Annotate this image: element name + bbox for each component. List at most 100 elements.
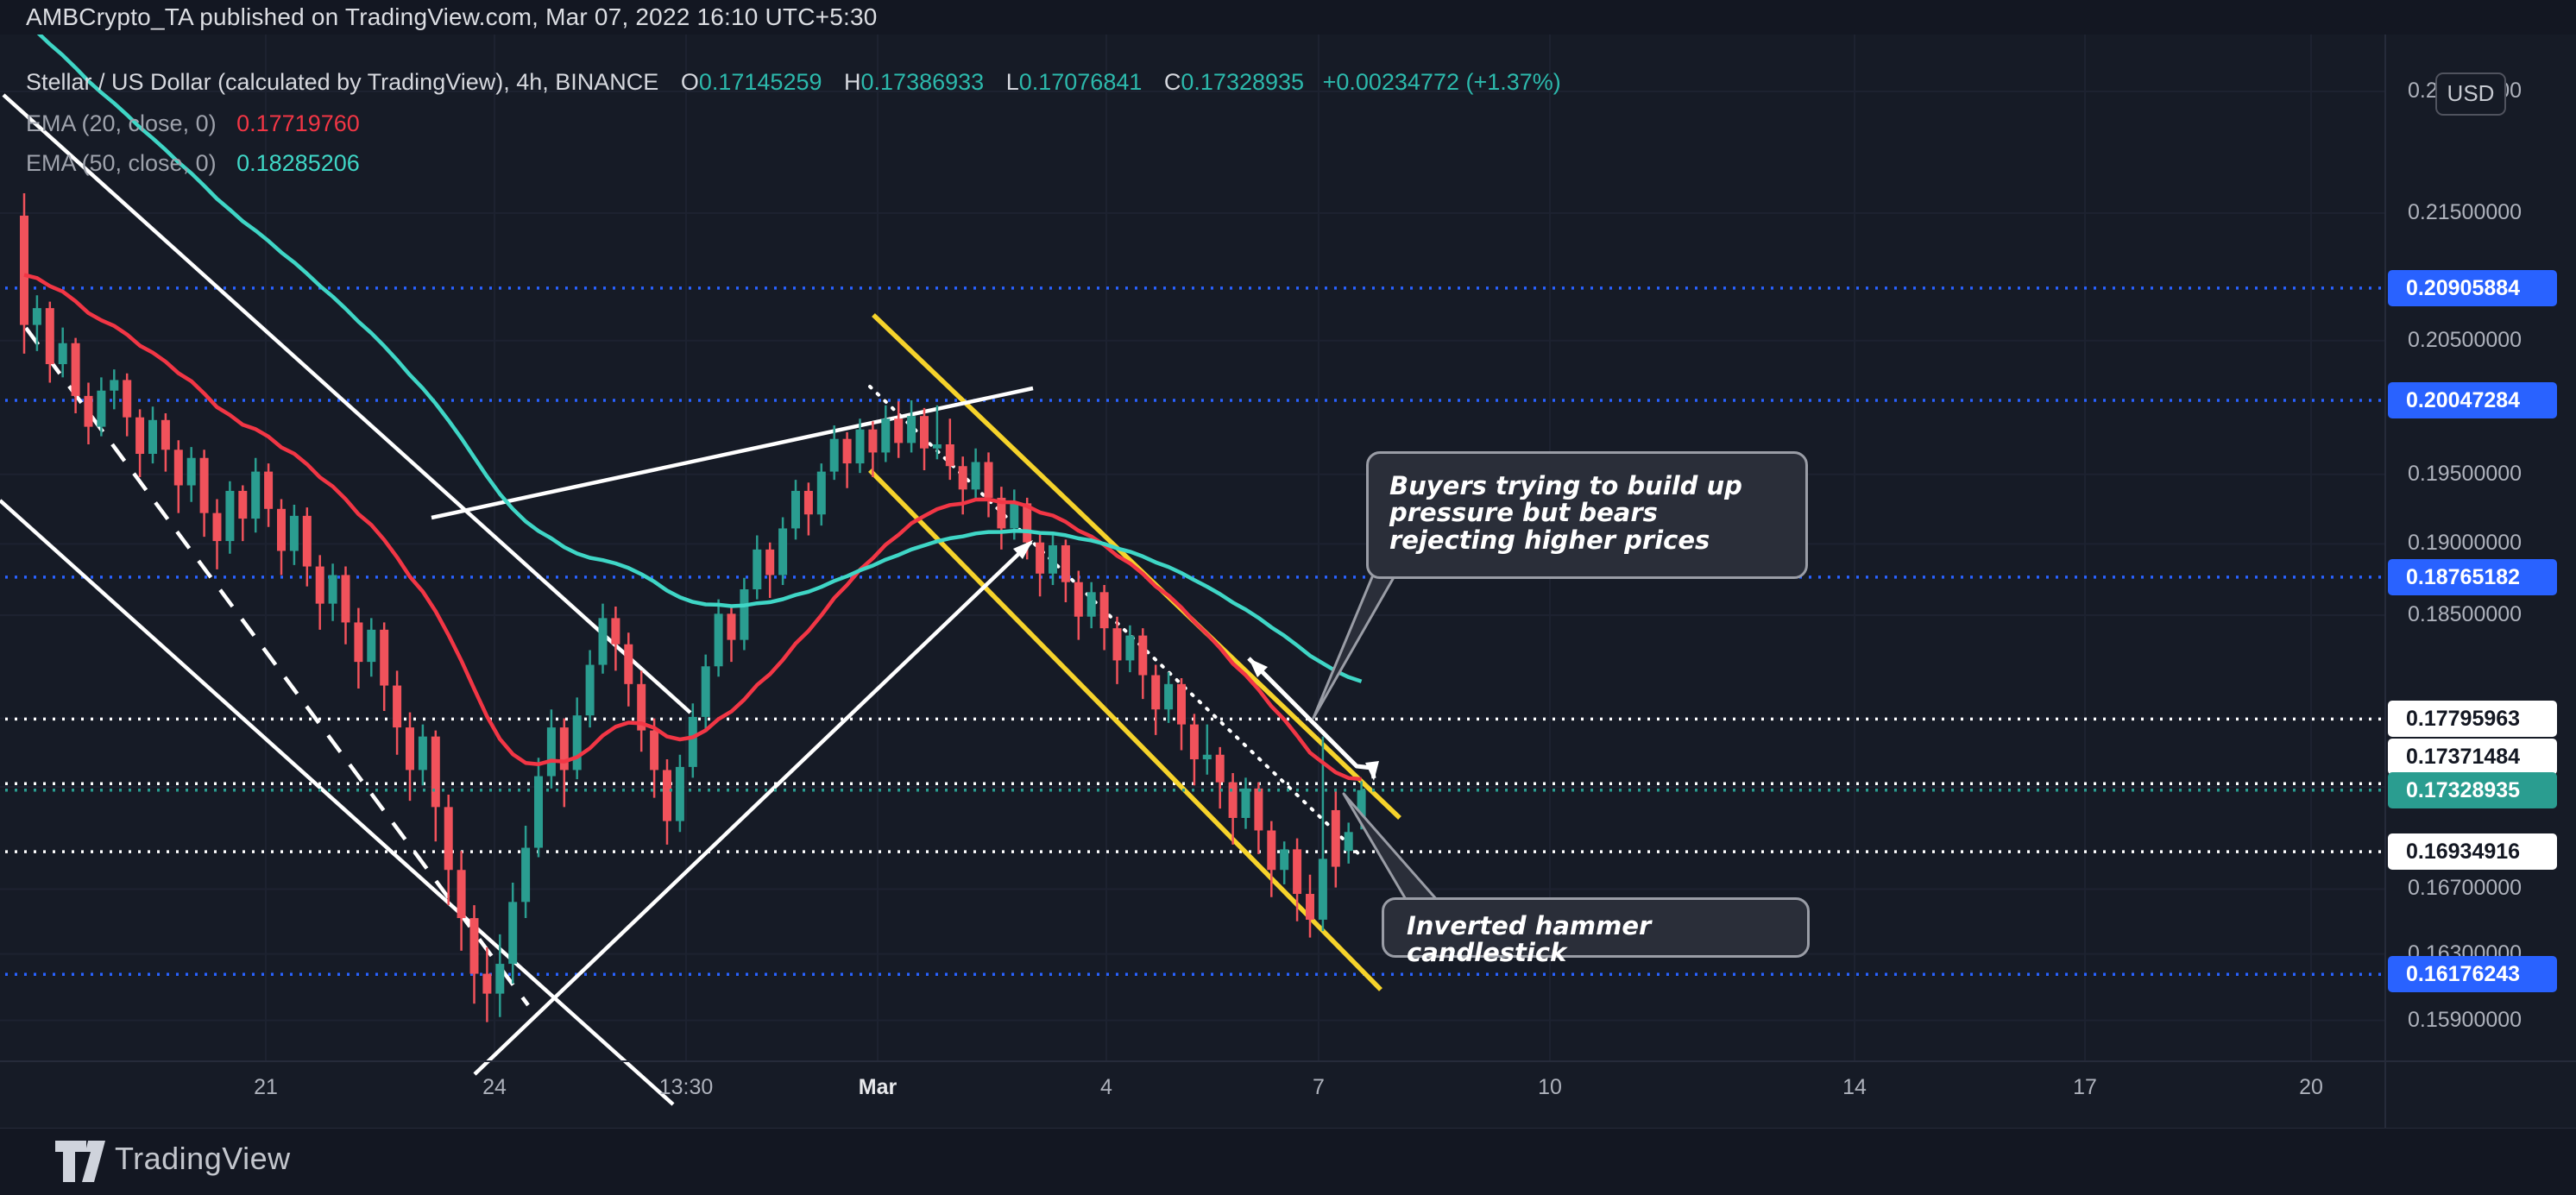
candle-body [457, 870, 466, 919]
candle-body [816, 471, 826, 515]
white-trendline[interactable] [2, 93, 692, 714]
candle-body [1099, 592, 1109, 629]
candle-body [508, 902, 518, 965]
price-level-badge: 0.20047284 [2388, 381, 2557, 418]
candle-body [469, 918, 479, 974]
candle-body [1344, 832, 1353, 852]
candle-body [186, 457, 196, 486]
close-label: C [1163, 69, 1181, 95]
low-value: 0.17076841 [1018, 69, 1143, 95]
price-tick-label: 0.19500000 [2408, 461, 2522, 486]
price-level-badge: 0.17371484 [2388, 739, 2557, 775]
candle-body [958, 466, 967, 490]
time-tick-label: 10 [1538, 1075, 1562, 1099]
candle-body [495, 964, 505, 994]
candle-body [225, 490, 235, 542]
candle-body [431, 736, 440, 808]
currency-toggle[interactable]: USD [2435, 72, 2506, 116]
white-trendline[interactable] [431, 386, 1034, 520]
candle-body [277, 508, 286, 551]
candle-body [572, 715, 582, 770]
candle-body [1293, 849, 1302, 895]
ema50-legend[interactable]: EMA (50, close, 0) 0.18285206 [26, 150, 360, 177]
candle-body [1228, 782, 1238, 818]
callout-tail[interactable] [1312, 571, 1398, 720]
symbol-legend[interactable]: Stellar / US Dollar (calculated by Tradi… [26, 69, 1561, 96]
candle-body [482, 973, 492, 994]
candle-body [1241, 788, 1250, 818]
ema20-value: 0.17719760 [236, 110, 360, 136]
open-value: 0.17145259 [698, 69, 822, 95]
candle-body [829, 438, 839, 472]
white-trendline[interactable] [473, 540, 1033, 1076]
price-tick-label: 0.21500000 [2408, 200, 2522, 224]
publish-title: AMBCrypto_TA published on TradingView.co… [26, 3, 878, 30]
callout-inverted-hammer[interactable]: Inverted hammer candlestick [1382, 897, 1810, 966]
close-value: 0.17328935 [1181, 69, 1305, 95]
candle-body [1318, 859, 1327, 920]
candle-body [907, 416, 916, 443]
candle-body [984, 462, 993, 498]
candle-body [1086, 592, 1096, 617]
candle-body [598, 618, 608, 665]
candle-body [637, 683, 646, 731]
candle-body [199, 457, 209, 513]
rising-trendline-arrow-head [1013, 540, 1033, 559]
candle-body [945, 443, 954, 467]
time-tick-label: 4 [1100, 1075, 1112, 1099]
price-tick-label: 0.18500000 [2408, 602, 2522, 627]
candle-body [58, 343, 67, 365]
candle-body [1023, 503, 1032, 543]
high-value: 0.17386933 [860, 69, 985, 95]
candle-body [971, 462, 980, 490]
candle-body [20, 215, 28, 325]
high-label: H [844, 69, 861, 95]
candle-body [97, 390, 106, 427]
price-level-badge: 0.16176243 [2388, 956, 2557, 993]
candle-body [1267, 830, 1276, 871]
candle-body [688, 716, 697, 767]
candle-body [406, 727, 414, 770]
candle-body [135, 417, 145, 455]
candle-body [1164, 683, 1174, 710]
white-trendline[interactable] [0, 499, 675, 1106]
time-tick-label: 20 [2299, 1075, 2323, 1099]
candle-body [663, 770, 671, 821]
low-label: L [1005, 69, 1019, 95]
price-level-badge: 0.20905884 [2388, 269, 2557, 306]
candle-body [212, 513, 222, 542]
candle-body [341, 575, 350, 623]
candle-body [444, 807, 453, 871]
tradingview-logo[interactable] [54, 1139, 107, 1184]
candle-body [1049, 544, 1057, 574]
price-chart-canvas[interactable] [0, 35, 2576, 1129]
candle-body [585, 664, 595, 716]
white-dotted-path[interactable] [868, 385, 1365, 860]
callout-buyers-pressure[interactable]: Buyers trying to build up pressure but b… [1366, 451, 1808, 579]
candle-body [328, 575, 337, 604]
yellow-channel-line[interactable] [868, 469, 1382, 991]
candle-body [868, 429, 878, 453]
price-tick-label: 0.15900000 [2408, 1007, 2522, 1032]
candle-body [534, 776, 543, 848]
price-level-badge: 0.17795963 [2388, 701, 2557, 738]
candle-body [1010, 503, 1019, 529]
time-tick-label: 17 [2073, 1075, 2097, 1099]
candle-body [920, 416, 929, 449]
white-dashed-trendline[interactable] [24, 326, 530, 1007]
ema20-legend[interactable]: EMA (20, close, 0) 0.17719760 [26, 110, 360, 137]
candle-body [1177, 683, 1186, 725]
callout-buyers-pressure-text: Buyers trying to build up pressure but b… [1389, 471, 1742, 555]
candle-body [1215, 754, 1225, 783]
time-tick-label: 24 [482, 1075, 507, 1099]
candle-body [380, 629, 389, 686]
publish-header: AMBCrypto_TA published on TradingView.co… [0, 0, 2576, 35]
rejection-arrow-head [1249, 658, 1268, 677]
candle-body [765, 549, 775, 575]
ema50-label: EMA (50, close, 0) [26, 150, 217, 176]
candle-body [110, 380, 119, 391]
candle-body [315, 566, 324, 604]
price-level-badge: 0.18765182 [2388, 558, 2557, 595]
candle-body [803, 490, 813, 515]
candle-body [894, 418, 904, 443]
